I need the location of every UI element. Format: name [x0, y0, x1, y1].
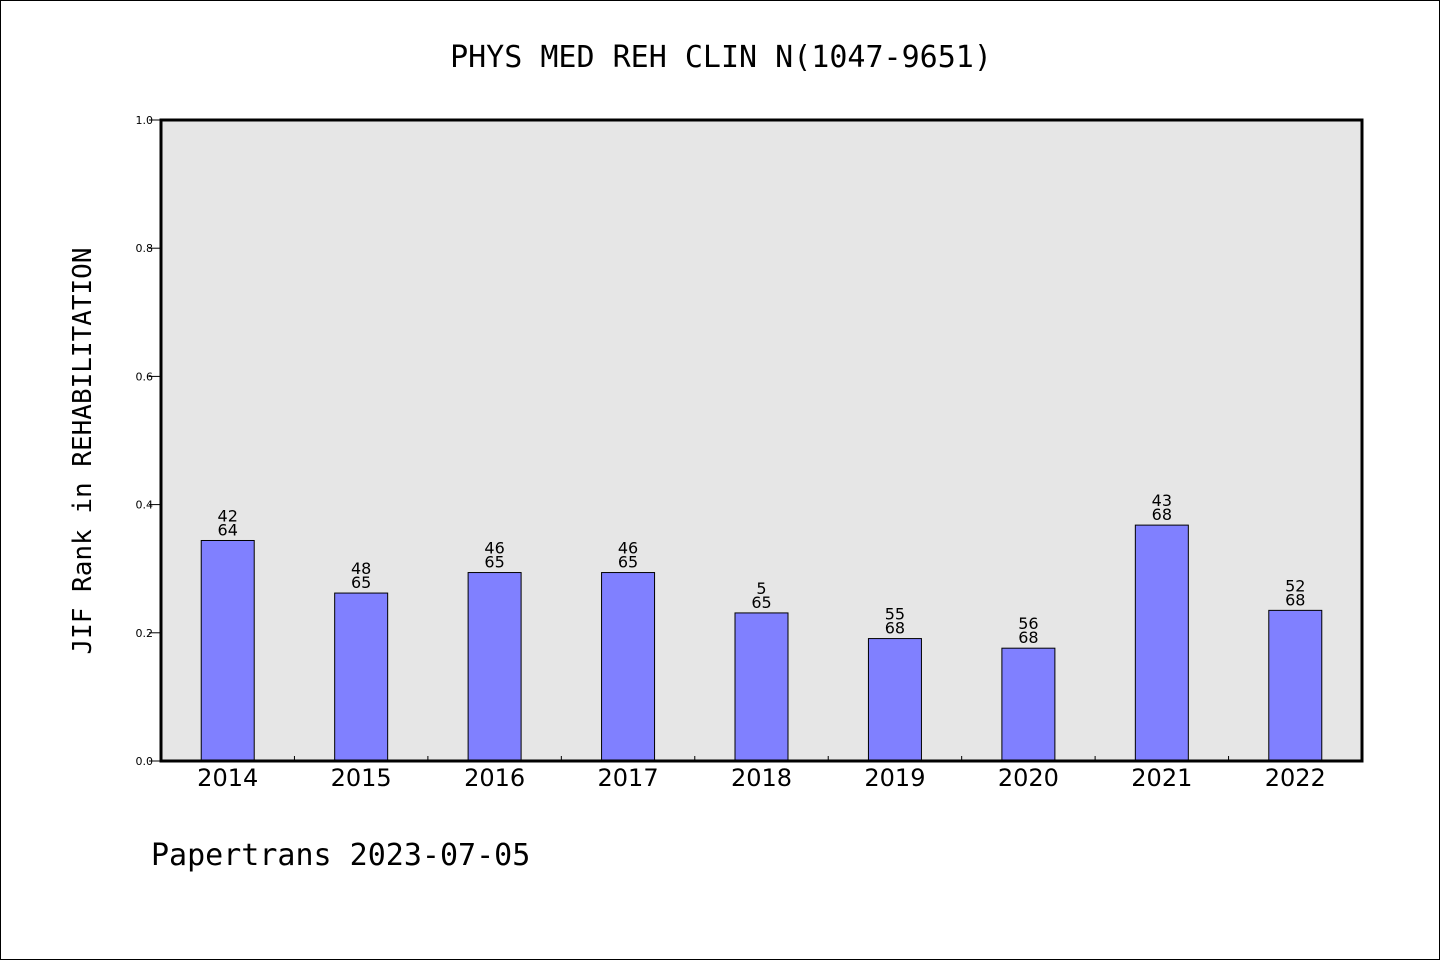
bar-2022 — [1268, 609, 1323, 762]
watermark: Papertrans 2023-07-05 — [151, 838, 530, 873]
rank-label-bottom: 65 — [351, 573, 371, 592]
y-axis-label: JIF Rank in REHABILITATION — [68, 248, 98, 655]
x-tick-label: 2020 — [998, 764, 1059, 792]
rank-label-bottom: 65 — [484, 553, 504, 572]
chart-title: PHYS MED REH CLIN N(1047-9651) — [450, 40, 992, 75]
plot-border — [159, 118, 1364, 763]
y-axis: 0.0 0.2 0.4 0.6 0.8 1.0 — [136, 114, 161, 768]
bar-2016 — [467, 572, 522, 762]
y-tick-label: 0.8 — [136, 242, 154, 255]
bar-2019 — [867, 638, 922, 762]
bar-2020 — [1001, 647, 1056, 762]
x-tick-label: 2016 — [464, 764, 525, 792]
bar-2015 — [334, 592, 389, 762]
rank-label-bottom: 68 — [1285, 590, 1305, 609]
rank-label-bottom: 64 — [218, 520, 238, 539]
x-tick-label: 2017 — [598, 764, 659, 792]
rank-label-bottom: 65 — [751, 593, 771, 612]
bar-2018 — [734, 612, 789, 762]
rank-label-top: 56 — [1018, 614, 1038, 633]
x-tick-label: 2015 — [331, 764, 392, 792]
rank-label-top: 46 — [618, 539, 638, 558]
bar-2021 — [1134, 524, 1189, 762]
rank-label-top: 52 — [1285, 576, 1305, 595]
x-tick-label: 2022 — [1265, 764, 1326, 792]
x-tick-label: 2018 — [731, 764, 792, 792]
x-axis: 2014 2015 2016 2017 2018 2019 2020 2021 2022 — [197, 756, 1326, 792]
rank-label-top: 5 — [756, 579, 766, 598]
rank-label-bottom: 68 — [1152, 505, 1172, 524]
y-tick-label: 1.0 — [136, 114, 154, 127]
x-tick-label: 2019 — [864, 764, 925, 792]
rank-label-bottom: 68 — [885, 619, 905, 638]
x-tick-label: 2021 — [1131, 764, 1192, 792]
rank-label-bottom: 65 — [618, 553, 638, 572]
y-tick-label: 0.0 — [136, 755, 154, 768]
rank-label-top: 48 — [351, 559, 371, 578]
y-tick-label: 0.4 — [136, 499, 154, 512]
rank-label-top: 55 — [885, 605, 905, 624]
rank-label-top: 43 — [1152, 491, 1172, 510]
y-tick-label: 0.6 — [136, 370, 154, 383]
bars — [200, 524, 1323, 762]
y-tick-label: 0.2 — [136, 627, 154, 640]
rank-label-top: 42 — [218, 506, 238, 525]
x-tick-label: 2014 — [197, 764, 258, 792]
rank-label-top: 46 — [484, 539, 504, 558]
bar-2014 — [200, 539, 255, 762]
rank-label-bottom: 68 — [1018, 628, 1038, 647]
bar-2017 — [601, 572, 656, 762]
